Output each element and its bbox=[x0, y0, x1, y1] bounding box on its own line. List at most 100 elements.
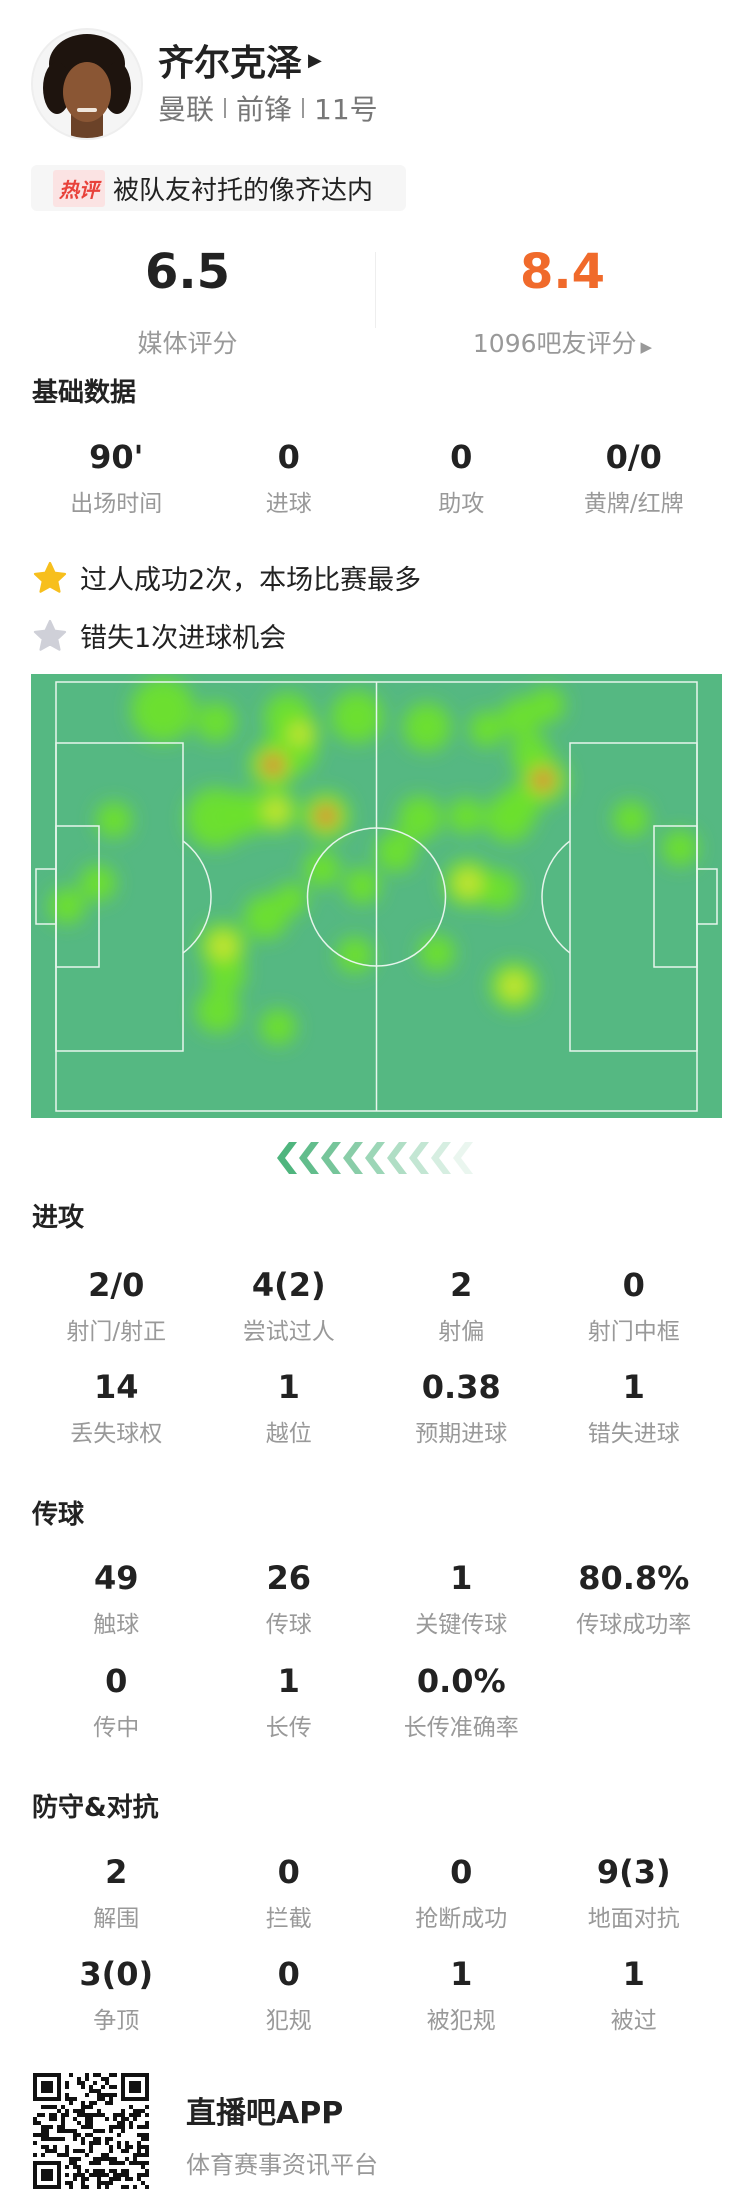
heat-blob bbox=[80, 865, 116, 901]
heat-blob bbox=[662, 830, 698, 866]
attack-stats-row: 14 丢失球权 1 越位 0.38 预期进球 1 错失进球 bbox=[30, 1368, 720, 1448]
heat-blob bbox=[318, 808, 334, 824]
hot-comment[interactable]: 热评 被队友衬托的像齐达内 bbox=[31, 165, 406, 211]
fan-rating[interactable]: 8.4 1096吧友评分 ▶ bbox=[375, 244, 750, 360]
stat-label: 传球成功率 bbox=[576, 1612, 692, 1638]
stat-label: 射门中框 bbox=[587, 1319, 680, 1345]
hot-comment-text: 被队友衬托的像齐达内 bbox=[113, 175, 374, 206]
heat-blob bbox=[331, 691, 383, 743]
chevron-left-icon bbox=[321, 1142, 341, 1174]
stat-cell: 9(3) 地面对抗 bbox=[548, 1853, 721, 1933]
attack-stats-row: 2/0 射门/射正 4(2) 尝试过人 2 射偏 0 射门中框 bbox=[30, 1266, 720, 1346]
stat-label: 长传 bbox=[265, 1715, 312, 1741]
player-number: 11号 bbox=[314, 93, 378, 126]
chevron-left-icon bbox=[343, 1142, 363, 1174]
defense-stats-row: 2 解围 0 拦截 0 抢断成功 9(3) 地面对抗 bbox=[30, 1853, 720, 1933]
qr-code[interactable] bbox=[33, 2073, 149, 2189]
stat-label: 越位 bbox=[265, 1421, 312, 1447]
stat-value: 0 bbox=[277, 438, 300, 476]
heat-blob bbox=[224, 792, 268, 836]
stat-cell: 0/0 黄牌/红牌 bbox=[548, 438, 721, 518]
player-name: 齐尔克泽 bbox=[158, 43, 303, 84]
chevron-left-icon bbox=[453, 1142, 473, 1174]
stat-cell: 2 射偏 bbox=[375, 1266, 548, 1346]
stat-value: 3(0) bbox=[79, 1955, 154, 1993]
stat-value: 2 bbox=[450, 1266, 473, 1304]
stat-value: 1 bbox=[622, 1955, 645, 1993]
heat-blob bbox=[529, 687, 565, 723]
stat-label: 被犯规 bbox=[426, 2008, 496, 2034]
stat-value: 1 bbox=[622, 1368, 645, 1406]
chevron-left-icon bbox=[299, 1142, 319, 1174]
stat-cell: 1 被过 bbox=[548, 1955, 721, 2035]
stat-value: 0/0 bbox=[605, 438, 662, 476]
heat-blob bbox=[511, 734, 551, 774]
heat-blob bbox=[398, 796, 442, 840]
player-team: 曼联 bbox=[158, 93, 215, 126]
stat-label: 黄牌/红牌 bbox=[583, 491, 684, 517]
stat-value: 9(3) bbox=[596, 1853, 671, 1891]
heat-blob bbox=[262, 797, 290, 825]
stat-label: 射门/射正 bbox=[66, 1319, 167, 1345]
stat-label: 尝试过人 bbox=[242, 1319, 335, 1345]
stat-label: 抢断成功 bbox=[415, 1906, 508, 1932]
chevron-left-icon bbox=[431, 1142, 451, 1174]
stat-label: 拦截 bbox=[265, 1906, 312, 1932]
stat-label: 出场时间 bbox=[70, 491, 163, 517]
stat-cell: 14 丢失球权 bbox=[30, 1368, 203, 1448]
defense-stats-row: 3(0) 争顶 0 犯规 1 被犯规 1 被过 bbox=[30, 1955, 720, 2035]
stat-cell: 49 触球 bbox=[30, 1559, 203, 1639]
basic-stats-row: 90' 出场时间 0 进球 0 助攻 0/0 黄牌/红牌 bbox=[30, 438, 720, 518]
hot-comment-tag: 热评 bbox=[53, 169, 105, 207]
stat-label: 射偏 bbox=[438, 1319, 485, 1345]
stat-cell: 1 被犯规 bbox=[375, 1955, 548, 2035]
stat-cell: 1 关键传球 bbox=[375, 1559, 548, 1639]
star-gray-icon bbox=[33, 619, 67, 651]
passing-stats-row: 49 触球 26 传球 1 关键传球 80.8% 传球成功率 bbox=[30, 1559, 720, 1639]
heat-blob bbox=[535, 772, 551, 788]
stat-label: 争顶 bbox=[93, 2008, 140, 2034]
stat-value: 4(2) bbox=[251, 1266, 326, 1304]
chevron-left-icon bbox=[277, 1142, 297, 1174]
stat-value: 0.0% bbox=[416, 1662, 506, 1700]
stat-cell: 0 抢断成功 bbox=[375, 1853, 548, 1933]
stat-label: 助攻 bbox=[438, 491, 485, 517]
stat-label: 犯规 bbox=[265, 2008, 312, 2034]
app-description: 体育赛事资讯平台 bbox=[186, 2151, 378, 2179]
heat-blob bbox=[479, 870, 519, 910]
stat-cell: 0 助攻 bbox=[375, 438, 548, 518]
heat-blob bbox=[196, 989, 240, 1033]
stat-label: 长传准确率 bbox=[403, 1715, 519, 1741]
stat-cell: 90' 出场时间 bbox=[30, 438, 203, 518]
player-avatar bbox=[31, 28, 143, 140]
stat-cell: 4(2) 尝试过人 bbox=[203, 1266, 376, 1346]
stat-cell: 1 长传 bbox=[203, 1662, 376, 1742]
heat-blob bbox=[265, 757, 281, 773]
stat-value: 14 bbox=[93, 1368, 139, 1406]
heat-blob bbox=[501, 784, 541, 824]
heat-blob bbox=[275, 883, 307, 915]
divider bbox=[375, 252, 376, 328]
stat-label: 传球 bbox=[265, 1612, 312, 1638]
heatmap-pitch bbox=[31, 674, 722, 1118]
player-name-link[interactable]: 齐尔克泽 ▶ bbox=[158, 34, 322, 86]
app-name: 直播吧APP bbox=[186, 2096, 344, 2131]
stat-value: 0 bbox=[450, 438, 473, 476]
player-info: 曼联 前锋 11号 bbox=[158, 88, 378, 128]
stat-cell: 2/0 射门/射正 bbox=[30, 1266, 203, 1346]
highlight-text: 过人成功2次，本场比赛最多 bbox=[80, 565, 422, 596]
stat-cell: 0 犯规 bbox=[203, 1955, 376, 2035]
stat-cell: 3(0) 争顶 bbox=[30, 1955, 203, 2035]
heat-blob bbox=[344, 868, 380, 904]
heat-blob bbox=[337, 937, 373, 973]
heat-blob bbox=[419, 935, 455, 971]
stat-value: 2 bbox=[105, 1853, 128, 1891]
stat-cell: 0.0% 长传准确率 bbox=[375, 1662, 548, 1742]
heat-blob bbox=[49, 888, 85, 924]
stat-cell: 2 解围 bbox=[30, 1853, 203, 1933]
highlight-text: 错失1次进球机会 bbox=[80, 623, 287, 654]
player-position: 前锋 bbox=[236, 93, 293, 126]
stat-label: 进球 bbox=[265, 491, 312, 517]
stat-cell: 26 传球 bbox=[203, 1559, 376, 1639]
stat-value: 26 bbox=[266, 1559, 312, 1597]
